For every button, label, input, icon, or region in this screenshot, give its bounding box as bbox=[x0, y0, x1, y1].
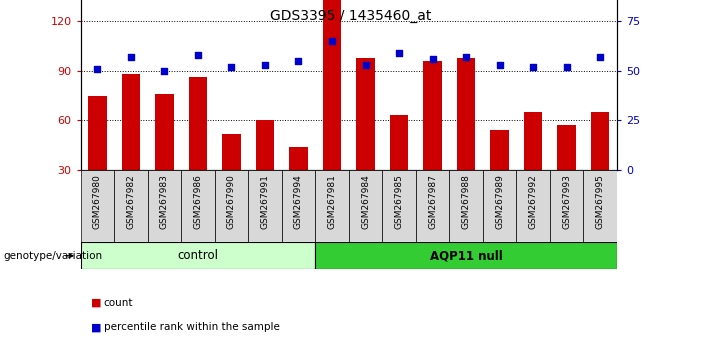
Bar bbox=[155, 94, 174, 170]
Bar bbox=[315, 242, 617, 269]
Bar bbox=[449, 170, 483, 248]
Bar bbox=[315, 170, 349, 248]
Bar bbox=[215, 170, 248, 248]
Point bbox=[159, 68, 170, 74]
Text: ■: ■ bbox=[91, 322, 102, 332]
Bar bbox=[390, 115, 408, 170]
Point bbox=[494, 62, 505, 68]
Bar bbox=[322, 0, 341, 170]
Bar bbox=[356, 58, 375, 170]
Point bbox=[327, 38, 338, 44]
Text: ■: ■ bbox=[91, 298, 102, 308]
Text: AQP11 null: AQP11 null bbox=[430, 249, 503, 262]
Bar bbox=[483, 170, 517, 248]
Bar bbox=[557, 125, 576, 170]
Text: GSM267991: GSM267991 bbox=[261, 174, 269, 229]
Bar bbox=[524, 112, 543, 170]
Bar bbox=[491, 130, 509, 170]
Bar bbox=[81, 242, 315, 269]
Bar bbox=[189, 78, 207, 170]
Bar bbox=[583, 170, 617, 248]
Point bbox=[192, 52, 203, 58]
Bar bbox=[591, 112, 609, 170]
Text: GSM267992: GSM267992 bbox=[529, 174, 538, 229]
Text: GSM267987: GSM267987 bbox=[428, 174, 437, 229]
Text: GSM267995: GSM267995 bbox=[596, 174, 605, 229]
Text: GSM267983: GSM267983 bbox=[160, 174, 169, 229]
Bar bbox=[517, 170, 550, 248]
Bar bbox=[416, 170, 449, 248]
Text: control: control bbox=[177, 249, 219, 262]
Point bbox=[561, 64, 572, 70]
Text: percentile rank within the sample: percentile rank within the sample bbox=[104, 322, 280, 332]
Point bbox=[92, 66, 103, 72]
Text: GSM267994: GSM267994 bbox=[294, 174, 303, 229]
Bar bbox=[81, 170, 114, 248]
Bar bbox=[457, 58, 475, 170]
Point bbox=[527, 64, 538, 70]
Bar bbox=[290, 147, 308, 170]
Bar bbox=[222, 133, 240, 170]
Text: count: count bbox=[104, 298, 133, 308]
Bar bbox=[114, 170, 148, 248]
Bar bbox=[148, 170, 181, 248]
Text: genotype/variation: genotype/variation bbox=[4, 251, 102, 261]
Point bbox=[427, 56, 438, 62]
Text: GDS3395 / 1435460_at: GDS3395 / 1435460_at bbox=[270, 9, 431, 23]
Point bbox=[259, 62, 271, 68]
Bar bbox=[349, 170, 382, 248]
Bar bbox=[88, 96, 107, 170]
Point bbox=[461, 54, 472, 60]
Text: GSM267990: GSM267990 bbox=[227, 174, 236, 229]
Text: GSM267988: GSM267988 bbox=[461, 174, 470, 229]
Text: GSM267982: GSM267982 bbox=[126, 174, 135, 229]
Bar bbox=[382, 170, 416, 248]
Text: GSM267985: GSM267985 bbox=[395, 174, 404, 229]
Text: GSM267981: GSM267981 bbox=[327, 174, 336, 229]
Bar bbox=[256, 120, 274, 170]
Point bbox=[594, 54, 606, 60]
Bar bbox=[181, 170, 215, 248]
Bar bbox=[282, 170, 315, 248]
Text: GSM267986: GSM267986 bbox=[193, 174, 203, 229]
Point bbox=[226, 64, 237, 70]
Point bbox=[360, 62, 371, 68]
Point bbox=[393, 50, 404, 56]
Text: GSM267993: GSM267993 bbox=[562, 174, 571, 229]
Bar bbox=[122, 74, 140, 170]
Bar bbox=[248, 170, 282, 248]
Point bbox=[293, 58, 304, 64]
Bar bbox=[423, 61, 442, 170]
Text: GSM267980: GSM267980 bbox=[93, 174, 102, 229]
Point bbox=[125, 54, 137, 60]
Text: GSM267989: GSM267989 bbox=[495, 174, 504, 229]
Bar bbox=[550, 170, 583, 248]
Text: GSM267984: GSM267984 bbox=[361, 174, 370, 229]
